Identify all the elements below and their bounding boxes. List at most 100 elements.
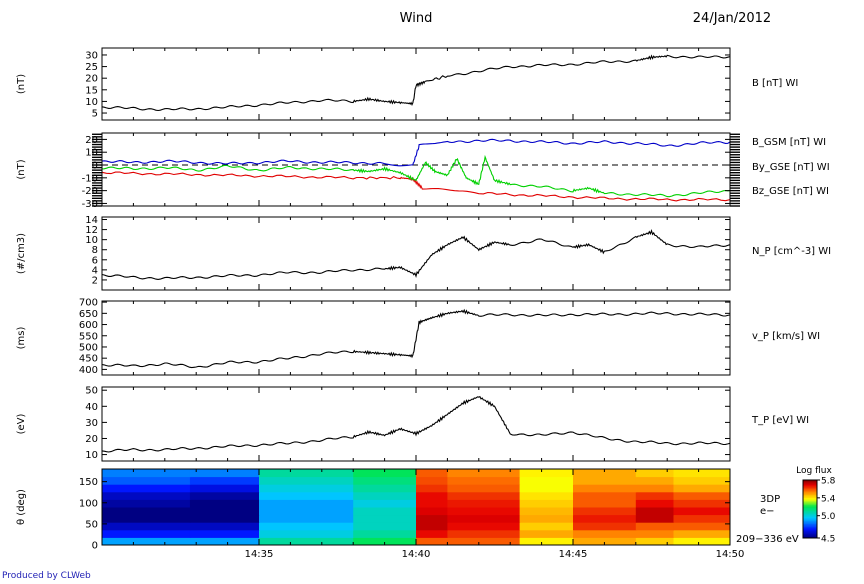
colorbar-segment (803, 516, 817, 519)
heatmap-cell (573, 499, 637, 508)
heatmap-cell (635, 522, 674, 531)
heatmap-cell (416, 476, 448, 485)
y-tick-label: 10 (85, 235, 98, 246)
colorbar-segment (803, 490, 817, 493)
legend-entry: B [nT] WI (752, 78, 798, 89)
heatmap-cell (573, 507, 637, 516)
colorbar-segment (803, 503, 817, 506)
y-tick-label: -10 (82, 173, 98, 184)
heatmap-cell (519, 476, 574, 485)
y-tick-label: 10 (85, 97, 98, 108)
heatmap-cell (519, 469, 574, 478)
y-tick-label: 50 (85, 519, 98, 530)
heatmap-cell (416, 491, 448, 500)
colorbar-segment (803, 494, 817, 497)
y-axis-label: (eV) (16, 414, 27, 435)
y-axis-label: (nT) (16, 159, 27, 179)
heatmap-cell (635, 514, 674, 523)
colorbar-segment (803, 519, 817, 522)
heatmap-cell (519, 491, 574, 500)
spacecraft-title: Wind (400, 11, 433, 26)
heatmap-cell (102, 484, 191, 493)
y-tick-label: 400 (79, 365, 98, 376)
heatmap-cell (447, 491, 521, 500)
panel-temperature: 10 20 30 40 50 (eV) T_P [eV] WI (16, 386, 809, 462)
y-tick-label: 450 (79, 354, 98, 365)
heatmap-cell (259, 499, 354, 508)
heatmap-cell (102, 469, 191, 478)
series-line-2 (101, 154, 731, 198)
legend-entry: Bz_GSE [nT] WI (752, 186, 829, 197)
heatmap-cell (447, 499, 521, 508)
colorbar-segment (803, 482, 817, 485)
heatmap-cell (447, 537, 521, 546)
heatmap-cell (353, 476, 417, 485)
heatmap-cell (447, 522, 521, 531)
y-tick-label: 25 (85, 62, 98, 73)
y-tick-label: 40 (85, 402, 98, 413)
heatmap-cell (102, 476, 191, 485)
heatmap-cell (353, 469, 417, 478)
heatmap-cell (519, 514, 574, 523)
heatmap-cell (259, 514, 354, 523)
y-tick-label: 0 (92, 541, 98, 552)
colorbar-segment (803, 488, 817, 491)
heatmap-cell (673, 476, 731, 485)
y-tick-label: 30 (85, 418, 98, 429)
y-tick-label: 550 (79, 331, 98, 342)
heatmap-cell (353, 491, 417, 500)
y-tick-label: 8 (92, 245, 98, 256)
y-tick-label: 14 (85, 215, 98, 226)
colorbar-segment (803, 529, 817, 532)
y-tick-label: 12 (85, 225, 98, 236)
y-tick-label: 15 (85, 85, 98, 96)
x-tick-label: 14:35 (245, 549, 274, 560)
heatmap-cell (102, 514, 191, 523)
heatmap-cell (673, 514, 731, 523)
heatmap-cell (573, 522, 637, 531)
heatmap-cell (573, 491, 637, 500)
heatmap-cell (519, 522, 574, 531)
y-axis-label: (nT) (16, 74, 27, 94)
heatmap-cell (416, 469, 448, 478)
heatmap-cell (573, 514, 637, 523)
colorbar-segment (803, 480, 817, 482)
heatmap-cell (353, 499, 417, 508)
heatmap-cell (447, 469, 521, 478)
heatmap-cell (519, 537, 574, 546)
colorbar-segment (803, 513, 817, 516)
series-line-1 (101, 308, 731, 369)
heatmap-cell (519, 529, 574, 538)
colorbar-segment (803, 532, 817, 535)
y-tick-label: 6 (92, 255, 98, 266)
y-axis-label: (ms) (16, 327, 27, 350)
heatmap-cell (102, 507, 191, 516)
heatmap-cell (416, 507, 448, 516)
y-tick-label: 2 (92, 275, 98, 286)
heatmap-cell (189, 469, 260, 478)
series-line-1 (101, 395, 731, 453)
heatmap-cell (635, 484, 674, 493)
heatmap-cell (447, 476, 521, 485)
heatmap-cell (102, 529, 191, 538)
heatmap-cell (259, 529, 354, 538)
y-tick-label: 100 (79, 498, 98, 509)
colorbar-segment (803, 533, 817, 536)
heatmap-cell (519, 507, 574, 516)
heatmap-cell (416, 514, 448, 523)
heatmap-cell (189, 522, 260, 531)
y-axis-label: (#/cm3) (16, 233, 27, 274)
legend-entry: v_P [km/s] WI (752, 331, 820, 342)
colorbar-segment (803, 520, 817, 523)
heatmap-cell (635, 476, 674, 485)
legend-entry: N_P [cm^-3] WI (752, 246, 831, 257)
y-tick-label: 20 (85, 74, 98, 85)
panel-b-components: -30 -20 -100 10 20 (nT) B_GSM [nT] WI By_GSE [n… (16, 132, 830, 210)
panel-frame (101, 386, 731, 462)
y-tick-label: 500 (79, 342, 98, 353)
heatmap-cell (259, 522, 354, 531)
